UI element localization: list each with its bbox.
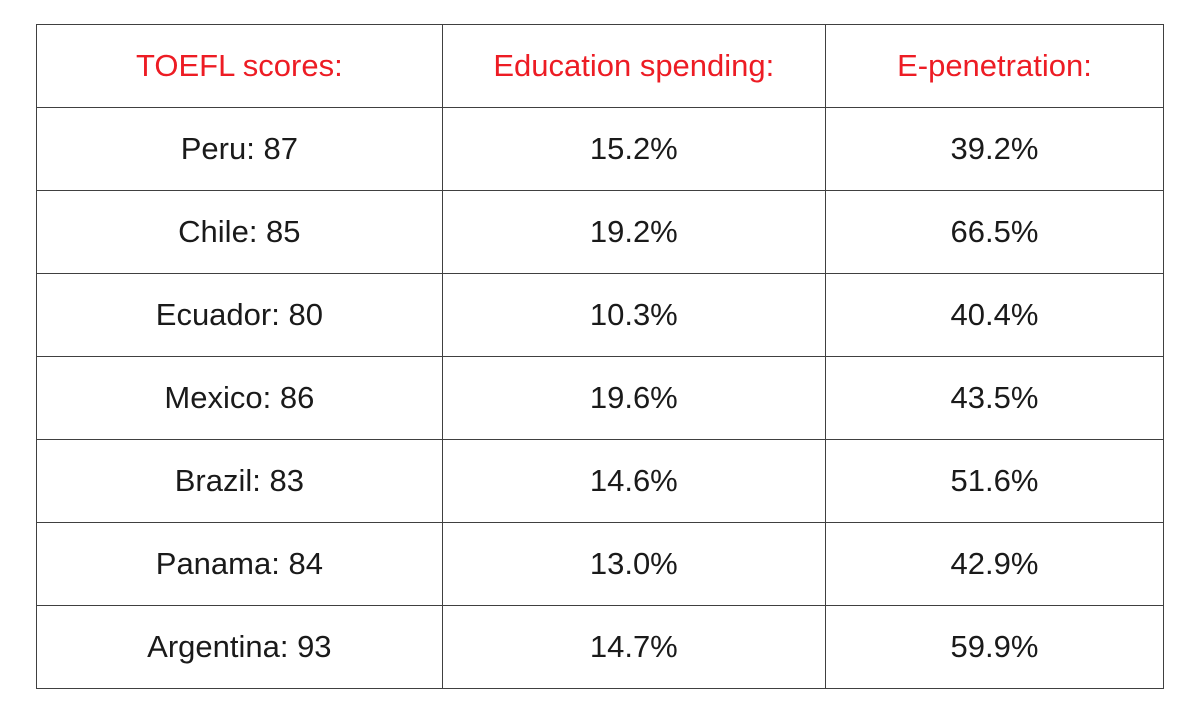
cell-education-spending: 15.2%	[442, 108, 825, 191]
table-row: Brazil: 83 14.6% 51.6%	[37, 440, 1164, 523]
table-row: Panama: 84 13.0% 42.9%	[37, 523, 1164, 606]
header-toefl-scores: TOEFL scores:	[37, 25, 443, 108]
cell-toefl: Mexico: 86	[37, 357, 443, 440]
cell-education-spending: 19.2%	[442, 191, 825, 274]
cell-e-penetration: 39.2%	[825, 108, 1163, 191]
table-row: Argentina: 93 14.7% 59.9%	[37, 606, 1164, 689]
cell-education-spending: 14.7%	[442, 606, 825, 689]
cell-education-spending: 10.3%	[442, 274, 825, 357]
cell-e-penetration: 40.4%	[825, 274, 1163, 357]
table-header-row: TOEFL scores: Education spending: E-pene…	[37, 25, 1164, 108]
table-row: Ecuador: 80 10.3% 40.4%	[37, 274, 1164, 357]
cell-toefl: Chile: 85	[37, 191, 443, 274]
cell-education-spending: 13.0%	[442, 523, 825, 606]
cell-toefl: Panama: 84	[37, 523, 443, 606]
cell-e-penetration: 51.6%	[825, 440, 1163, 523]
cell-e-penetration: 42.9%	[825, 523, 1163, 606]
header-education-spending: Education spending:	[442, 25, 825, 108]
table-row: Chile: 85 19.2% 66.5%	[37, 191, 1164, 274]
cell-education-spending: 19.6%	[442, 357, 825, 440]
cell-toefl: Peru: 87	[37, 108, 443, 191]
data-table: TOEFL scores: Education spending: E-pene…	[36, 24, 1164, 689]
cell-e-penetration: 43.5%	[825, 357, 1163, 440]
cell-toefl: Ecuador: 80	[37, 274, 443, 357]
cell-e-penetration: 59.9%	[825, 606, 1163, 689]
cell-education-spending: 14.6%	[442, 440, 825, 523]
table-row: Mexico: 86 19.6% 43.5%	[37, 357, 1164, 440]
cell-toefl: Brazil: 83	[37, 440, 443, 523]
table-row: Peru: 87 15.2% 39.2%	[37, 108, 1164, 191]
cell-e-penetration: 66.5%	[825, 191, 1163, 274]
header-e-penetration: E-penetration:	[825, 25, 1163, 108]
table-container: TOEFL scores: Education spending: E-pene…	[0, 0, 1200, 710]
cell-toefl: Argentina: 93	[37, 606, 443, 689]
